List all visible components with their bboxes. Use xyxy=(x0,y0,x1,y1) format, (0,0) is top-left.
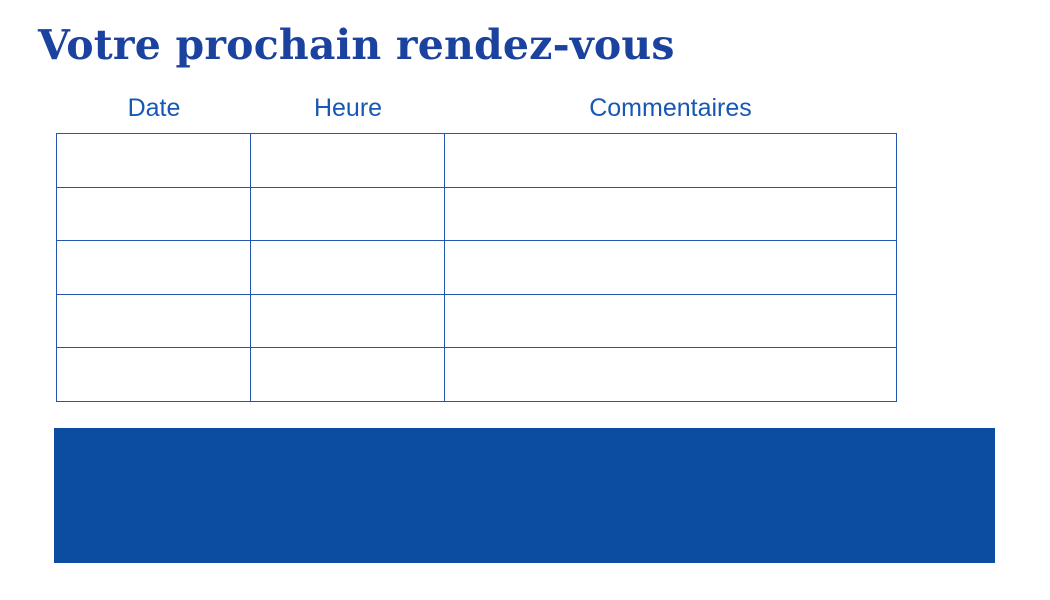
table-cell-date[interactable] xyxy=(56,293,251,348)
table-cell-commentaires[interactable] xyxy=(444,240,897,295)
table-row xyxy=(56,240,897,295)
table-cell-heure[interactable] xyxy=(250,133,445,188)
appointments-table-body xyxy=(56,133,897,402)
table-cell-date[interactable] xyxy=(56,133,251,188)
table-row xyxy=(56,133,897,188)
table-cell-date[interactable] xyxy=(56,347,251,402)
table-cell-heure[interactable] xyxy=(250,240,445,295)
table-row xyxy=(56,347,897,402)
table-cell-heure[interactable] xyxy=(250,186,445,241)
column-header-heure: Heure xyxy=(313,94,383,122)
column-header-commentaires: Commentaires xyxy=(589,94,752,122)
table-cell-heure[interactable] xyxy=(250,293,445,348)
table-cell-commentaires[interactable] xyxy=(444,293,897,348)
blue-banner xyxy=(54,428,995,563)
column-header-date: Date xyxy=(127,94,181,122)
table-cell-commentaires[interactable] xyxy=(444,347,897,402)
appointments-table xyxy=(56,133,897,402)
table-cell-commentaires[interactable] xyxy=(444,133,897,188)
table-cell-date[interactable] xyxy=(56,240,251,295)
table-cell-commentaires[interactable] xyxy=(444,186,897,241)
table-row xyxy=(56,186,897,241)
table-cell-date[interactable] xyxy=(56,186,251,241)
table-cell-heure[interactable] xyxy=(250,347,445,402)
table-row xyxy=(56,293,897,348)
page-title: Votre prochain rendez-vous xyxy=(38,21,675,69)
table-header-row: Date Heure Commentaires xyxy=(57,94,896,123)
